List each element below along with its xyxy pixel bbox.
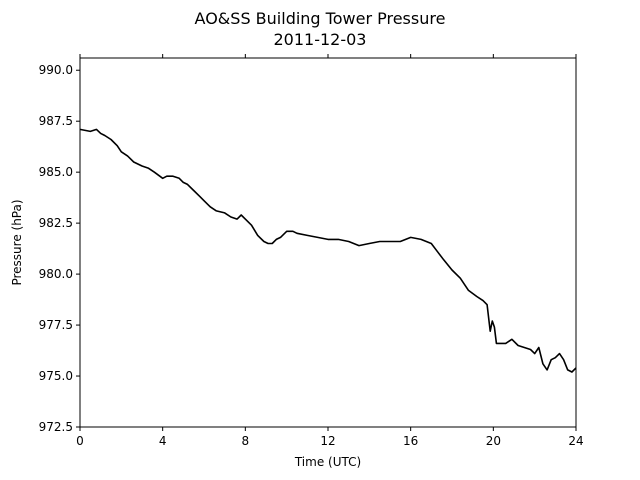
- y-tick-label: 985.0: [39, 165, 73, 179]
- y-tick-label: 987.5: [39, 114, 73, 128]
- pressure-series-line: [79, 128, 577, 373]
- y-tick-label: 975.0: [39, 369, 73, 383]
- y-tick-label: 980.0: [39, 267, 73, 281]
- x-tick-label: 24: [568, 434, 583, 448]
- x-axis-label: Time (UTC): [294, 455, 361, 469]
- x-tick-label: 16: [403, 434, 418, 448]
- plot-frame: [79, 57, 577, 428]
- x-tick-label: 12: [320, 434, 335, 448]
- x-tick-label: 8: [242, 434, 250, 448]
- x-tick-label: 20: [486, 434, 501, 448]
- chart-title: AO&SS Building Tower Pressure: [195, 9, 446, 28]
- y-tick-label: 972.5: [39, 420, 73, 434]
- chart-subtitle: 2011-12-03: [274, 30, 367, 49]
- y-tick-label: 990.0: [39, 63, 73, 77]
- x-tick-label: 4: [159, 434, 167, 448]
- axis-ticks: 0 4 8 12 16 20 24 972.5 975.0 977.5 980.0 982.5 985.…: [39, 54, 584, 448]
- y-tick-label: 982.5: [39, 216, 73, 230]
- y-tick-label: 977.5: [39, 318, 73, 332]
- y-axis-label: Pressure (hPa): [10, 199, 24, 285]
- x-tick-label: 0: [76, 434, 84, 448]
